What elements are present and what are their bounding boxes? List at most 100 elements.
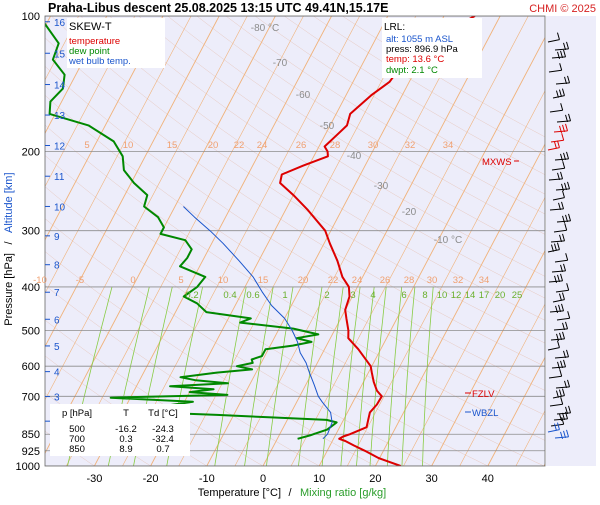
altitude-tick-label: 9 <box>54 232 60 243</box>
pressure-tick-label: 600 <box>22 361 40 373</box>
level-table-header-p: p [hPa] <box>62 408 92 419</box>
altitude-tick-label: 6 <box>54 315 60 326</box>
altitude-tick-label: 4 <box>54 368 60 379</box>
isotherm-label: 0 <box>130 275 135 286</box>
isotherm-mid-label: -40 <box>347 151 362 162</box>
pressure-tick-label: 1000 <box>16 461 40 473</box>
altitude-tick-label: 15 <box>54 49 66 60</box>
wind-panel-background <box>546 16 596 466</box>
isotherm-mid-label: -10 °C <box>434 235 462 246</box>
isotherm-label: 10 <box>123 140 134 151</box>
altitude-tick-label: 16 <box>54 18 66 29</box>
isotherm-label: -10 <box>33 275 47 286</box>
isotherm-label: 5 <box>84 140 89 151</box>
pressure-tick-label: 200 <box>22 146 40 158</box>
isotherm-label: -5 <box>76 275 84 286</box>
isotherm-label: 10 <box>218 275 229 286</box>
mixing-ratio-label: 8 <box>422 290 427 301</box>
mixing-ratio-label: 0.2 <box>185 290 198 301</box>
altitude-tick-label: 3 <box>54 393 60 404</box>
x-axis-label-2: Mixing ratio [g/kg] <box>300 487 386 499</box>
legend-title: SKEW-T <box>69 21 112 33</box>
level-table-header-t: T <box>123 408 129 419</box>
isotherm-label: 34 <box>479 275 490 286</box>
isotherm-label: 34 <box>443 140 454 151</box>
isotherm-label: 24 <box>352 275 363 286</box>
lrl-title: LRL: <box>384 22 405 33</box>
fzlv-marker: FZLV <box>472 389 495 400</box>
altitude-tick-label: 5 <box>54 342 60 353</box>
mixing-ratio-label: 20 <box>495 290 506 301</box>
isotherm-label: 22 <box>234 140 245 151</box>
pressure-tick-label: 500 <box>22 326 40 338</box>
isotherm-label: 20 <box>298 275 309 286</box>
isotherm-label: 26 <box>296 140 307 151</box>
pressure-tick-label: 300 <box>22 226 40 238</box>
level-table: p [hPa] T Td [°C] 500 -16.2 -24.3 700 0.… <box>50 404 190 456</box>
legend: SKEW-T temperature dew point wet bulb te… <box>67 18 165 68</box>
x-tick-label: 30 <box>425 473 437 485</box>
isotherm-label: 5 <box>178 275 183 286</box>
wbzl-marker: WBZL <box>472 408 498 419</box>
x-tick-label: 40 <box>482 473 494 485</box>
mixing-ratio-label: 14 <box>465 290 476 301</box>
y-axis-label-2: Altitude [km] <box>3 172 15 233</box>
pressure-tick-label: 100 <box>22 11 40 23</box>
y-axis-label: Pressure [hPa] <box>3 253 15 326</box>
mixing-ratio-label: 2 <box>324 290 329 301</box>
isotherm-label: 26 <box>380 275 391 286</box>
mixing-ratio-label: 12 <box>451 290 462 301</box>
copyright-label: CHMI © 2025 <box>529 3 596 15</box>
pressure-tick-label: 700 <box>22 391 40 403</box>
isotherm-mid-label: -60 <box>296 90 311 101</box>
mixing-ratio-label: 4 <box>370 290 375 301</box>
page-title: Praha-Libus descent 25.08.2025 13:15 UTC… <box>48 1 388 15</box>
isotherm-label: 24 <box>257 140 268 151</box>
mixing-ratio-label: 0.4 <box>223 290 236 301</box>
level-table-cell: 850 <box>69 444 85 455</box>
mixing-ratio-label: 1 <box>282 290 287 301</box>
mixing-ratio-label: 3 <box>350 290 355 301</box>
mixing-ratio-label: 0.6 <box>246 290 259 301</box>
isotherm-label: 15 <box>258 275 269 286</box>
isotherm-mid-label: -70 <box>273 58 288 69</box>
level-table-header-td: Td [°C] <box>148 408 178 419</box>
lrl-temp: temp: 13.6 °C <box>386 54 444 65</box>
isotherm-label: 32 <box>453 275 464 286</box>
isotherm-label: 28 <box>404 275 415 286</box>
x-tick-label: 20 <box>369 473 381 485</box>
altitude-tick-label: 10 <box>54 202 66 213</box>
x-tick-label: -30 <box>86 473 102 485</box>
isotherm-mid-label: -50 <box>320 121 335 132</box>
isotherm-label: 22 <box>328 275 339 286</box>
x-tick-label: 0 <box>260 473 266 485</box>
altitude-tick-label: 8 <box>54 261 60 272</box>
lrl-box: LRL: alt: 1055 m ASL press: 896.9 hPa te… <box>382 18 482 78</box>
level-table-cell: 0.7 <box>156 444 169 455</box>
isotherm-label: 20 <box>208 140 219 151</box>
altitude-tick-label: 13 <box>54 111 66 122</box>
mixing-ratio-label: 25 <box>512 290 523 301</box>
lrl-dwpt: dwpt: 2.1 °C <box>386 65 438 76</box>
altitude-tick-label: 12 <box>54 142 66 153</box>
x-tick-label: 10 <box>313 473 325 485</box>
pressure-tick-label: 850 <box>22 429 40 441</box>
altitude-tick-label: 11 <box>54 172 65 183</box>
isotherm-label: 30 <box>427 275 438 286</box>
mixing-ratio-label: 6 <box>401 290 406 301</box>
altitude-tick-label: 7 <box>54 288 60 299</box>
isotherm-mid-label: -30 <box>374 181 389 192</box>
pressure-tick-label: 925 <box>22 446 40 458</box>
isotherm-mid-label: -20 <box>402 207 417 218</box>
isotherm-label: 28 <box>330 140 341 151</box>
x-axis-label: Temperature [°C] <box>198 487 281 499</box>
x-tick-label: -20 <box>143 473 159 485</box>
mixing-ratio-label: 17 <box>479 290 490 301</box>
isotherm-label: 30 <box>368 140 379 151</box>
legend-wetbulb: wet bulb temp. <box>68 56 131 67</box>
level-table-cell: 8.9 <box>119 444 132 455</box>
mxws-marker: MXWS <box>482 157 512 168</box>
mixing-ratio-label: 10 <box>437 290 448 301</box>
